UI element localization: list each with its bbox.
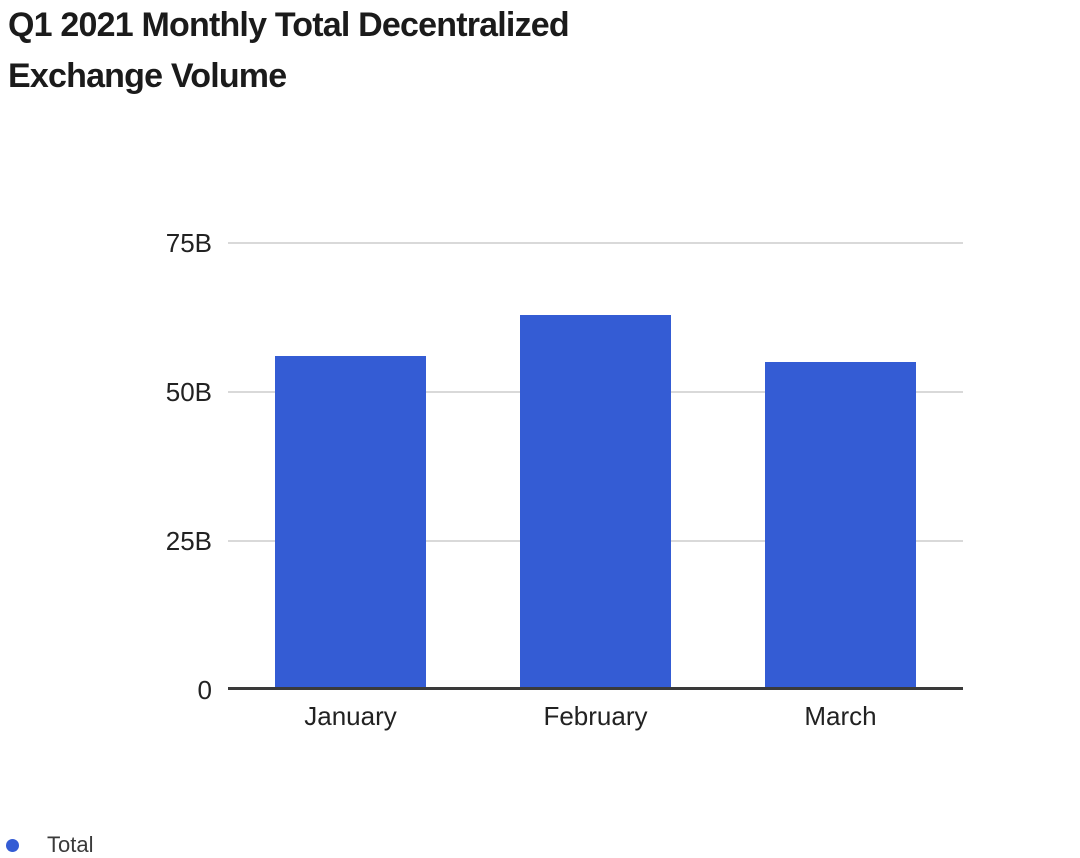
bar-february — [519, 314, 672, 690]
x-axis-line — [228, 687, 963, 690]
legend: Total — [6, 832, 94, 857]
x-axis-labels: January February March — [228, 700, 963, 732]
y-tick-label-75B: 75B — [165, 228, 212, 258]
gridline-75B — [228, 242, 963, 244]
bar-january — [274, 356, 427, 690]
y-tick-label-25B: 25B — [165, 526, 212, 556]
bar-march — [764, 362, 917, 690]
y-tick-label-50B: 50B — [165, 377, 212, 407]
x-tick-label-february: February — [543, 701, 648, 731]
y-tick-label-0: 0 — [197, 675, 212, 705]
chart-title: Q1 2021 Monthly Total Decentralized Exch… — [8, 6, 570, 95]
x-tick-label-march: March — [804, 701, 877, 731]
plot-area — [228, 242, 963, 690]
bar-slot-february — [473, 243, 718, 690]
bars-layer — [228, 243, 963, 690]
bar-slot-march — [718, 243, 963, 690]
legend-marker-total-icon — [6, 838, 19, 852]
bar-slot-january — [228, 243, 473, 690]
legend-label-total: Total — [47, 832, 94, 857]
x-tick-label-january: January — [304, 701, 397, 731]
